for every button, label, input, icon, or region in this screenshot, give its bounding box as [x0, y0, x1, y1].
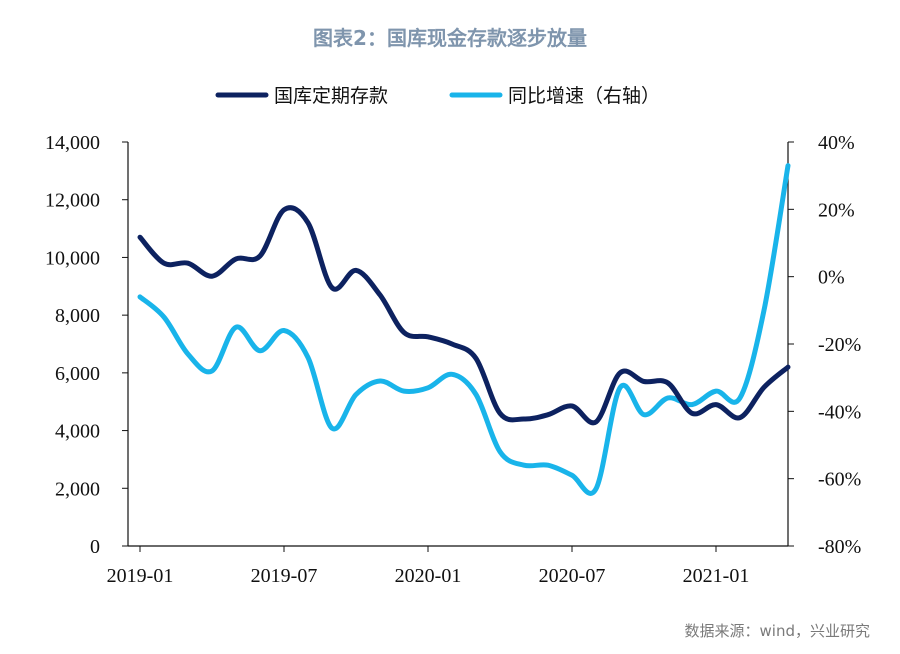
- legend-item-growth: 同比增速（右轴）: [449, 85, 660, 107]
- series-line-deposits: [137, 205, 791, 426]
- x-tick-label: 2019-01: [107, 565, 174, 587]
- x-tick-label: 2021-01: [683, 565, 750, 587]
- y-left-tick-label: 2,000: [55, 478, 100, 500]
- y-right-tick-label: 40%: [818, 132, 855, 154]
- series-points-deposits: [138, 207, 791, 424]
- series-points-growth: [138, 163, 791, 491]
- y-right-tick-label: -60%: [818, 469, 861, 491]
- y-left-tick-label: 4,000: [55, 421, 100, 443]
- y-left-tick-label: 6,000: [55, 363, 100, 385]
- x-tick-label: 2019-07: [251, 565, 318, 587]
- data-source-note: 数据来源：wind，兴业研究: [684, 622, 870, 640]
- legend: 国库定期存款 同比增速（右轴）: [215, 85, 660, 107]
- y-right-tick-label: -20%: [818, 334, 861, 356]
- y-left-tick-label: 8,000: [55, 305, 100, 327]
- y-left-tick-label: 12,000: [45, 190, 100, 212]
- y-right-tick-label: 0%: [818, 267, 845, 289]
- series-line-growth: [137, 163, 791, 496]
- legend-item-deposits: 国库定期存款: [215, 85, 388, 107]
- y-left-tick-label: 0: [90, 536, 100, 558]
- y-right-tick-label: 20%: [818, 199, 855, 221]
- chart-title: 图表2：国库现金存款逐步放量: [313, 26, 587, 50]
- y-left-tick-label: 14,000: [45, 132, 100, 154]
- y-left-tick-label: 10,000: [45, 247, 100, 269]
- y-right-tick-label: -80%: [818, 536, 861, 558]
- series-group: [137, 163, 791, 496]
- legend-label: 同比增速（右轴）: [508, 85, 660, 107]
- x-tick-label: 2020-01: [395, 565, 462, 587]
- legend-label: 国库定期存款: [274, 85, 388, 107]
- y-right-tick-label: -40%: [818, 401, 861, 423]
- axes: 0 2,000 4,000 6,000 8,000 10,000 12,000 14,000 -…: [45, 132, 861, 587]
- x-tick-label: 2020-07: [539, 565, 606, 587]
